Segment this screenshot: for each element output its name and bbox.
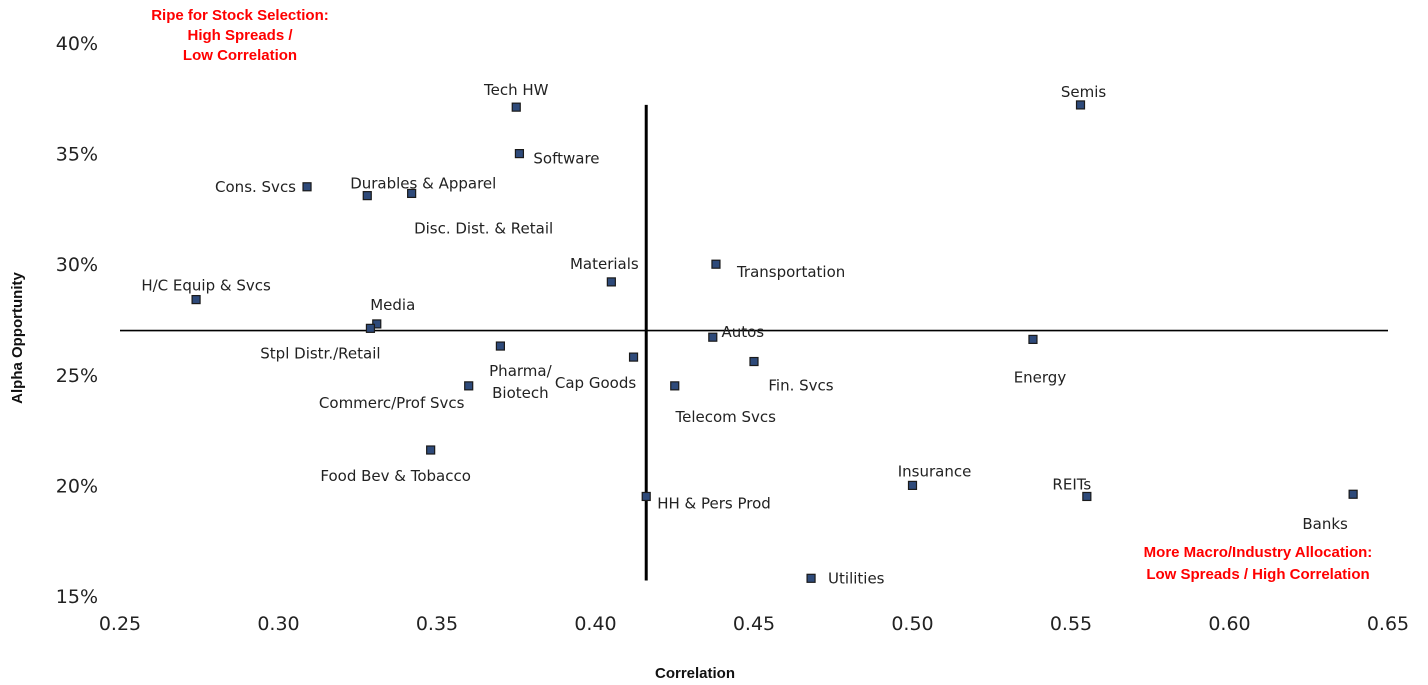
data-point-label: Pharma/Biotech (489, 362, 552, 402)
y-tick-label: 30% (56, 254, 98, 276)
data-point-marker (514, 149, 525, 159)
data-point-label: Fin. Svcs (768, 377, 833, 395)
data-point-label: Energy (1014, 368, 1067, 386)
data-point-label: Transportation (736, 263, 845, 281)
data-point-label: Stpl Distr./Retail (260, 344, 380, 362)
data-point-marker (1028, 334, 1038, 345)
y-tick-label: 25% (56, 365, 98, 387)
data-point-label: H/C Equip & Svcs (141, 277, 271, 295)
data-point-label: Tech HW (483, 81, 549, 99)
y-tick-label: 40% (56, 33, 98, 55)
data-point-label: Disc. Dist. & Retail (414, 219, 553, 237)
data-point-marker (495, 341, 505, 351)
x-tick-label: 0.65 (1367, 613, 1409, 635)
annotation-bottom-right: More Macro/Industry Allocation: Low Sprea… (1144, 544, 1373, 583)
x-tick-label: 0.45 (733, 613, 775, 635)
x-tick-label: 0.30 (257, 613, 299, 635)
data-point-marker (407, 188, 417, 199)
data-point-label: Insurance (898, 462, 972, 480)
point-labels: Tech HW Semis Software Cons. Svcs Durables &… (141, 81, 1348, 587)
data-point-marker (365, 323, 376, 333)
x-tick-label: 0.40 (574, 613, 616, 635)
data-point-label: Semis (1061, 83, 1107, 101)
x-tick-label: 0.50 (891, 613, 933, 635)
data-point-marker (1075, 100, 1086, 110)
data-point-marker (302, 182, 312, 192)
data-point-label: Commerc/Prof Svcs (319, 394, 465, 412)
y-tick-label: 20% (56, 475, 98, 497)
data-point-marker (708, 332, 718, 342)
data-point-marker (628, 352, 639, 362)
x-axis-ticks: 0.25 0.30 0.35 0.40 0.45 0.50 0.55 0.60 0.65 (99, 613, 1409, 635)
data-point-marker (606, 277, 616, 287)
data-point-label: Materials (570, 255, 639, 273)
data-point-label: Telecom Svcs (674, 408, 776, 426)
data-point-label: REITs (1052, 475, 1091, 493)
data-point-label: Cap Goods (555, 374, 636, 392)
y-axis-ticks: 15% 20% 25% 30% 35% 40% (56, 33, 98, 608)
x-axis-title: Correlation (655, 665, 735, 682)
data-point-marker (511, 102, 521, 112)
data-point-label: Banks (1302, 515, 1348, 533)
data-point-marker (641, 491, 651, 502)
data-point-label: HH & Pers Prod (657, 494, 771, 512)
x-tick-label: 0.25 (99, 613, 141, 635)
data-point-label: Autos (721, 323, 764, 341)
data-point-label: Media (370, 296, 415, 314)
data-point-marker (670, 381, 680, 391)
data-point-marker (1082, 491, 1092, 502)
data-point-marker (806, 573, 816, 583)
annotations: Ripe for Stock Selection: High Spreads / L… (151, 7, 1372, 583)
data-point-label: Software (533, 150, 599, 168)
data-point-marker (362, 191, 372, 201)
y-axis-title: Alpha Opportunity (9, 272, 26, 404)
data-point-marker (749, 356, 759, 367)
data-point-label: Durables & Apparel (350, 175, 496, 193)
y-tick-label: 15% (56, 586, 98, 608)
data-point-label: Utilities (828, 569, 885, 587)
data-point-label: Food Bev & Tobacco (320, 467, 471, 485)
y-tick-label: 35% (56, 144, 98, 166)
x-tick-label: 0.35 (416, 613, 458, 635)
annotation-top-left: Ripe for Stock Selection: High Spreads / L… (151, 7, 329, 64)
data-points (191, 100, 1358, 583)
data-point-marker (1348, 489, 1358, 499)
data-point-label: Cons. Svcs (215, 178, 296, 196)
data-point-marker (464, 381, 474, 391)
data-point-marker (426, 445, 436, 455)
data-point-marker (191, 294, 201, 305)
data-point-marker (711, 259, 721, 269)
x-tick-label: 0.55 (1050, 613, 1092, 635)
x-tick-label: 0.60 (1208, 613, 1250, 635)
quadrant-crosshair (120, 104, 1388, 581)
data-point-marker (907, 480, 918, 490)
